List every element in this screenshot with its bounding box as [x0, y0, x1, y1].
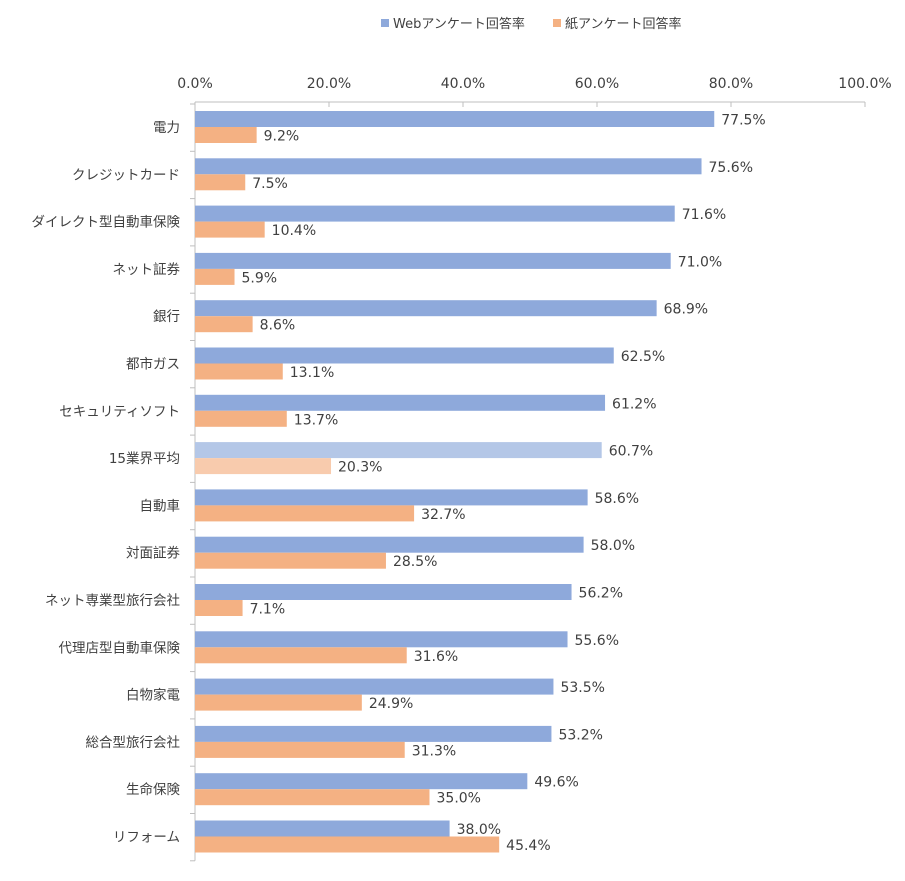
data-label: 35.0% [437, 791, 481, 807]
data-label: 71.6% [682, 207, 726, 223]
bar-paper [195, 600, 243, 616]
data-label: 56.2% [579, 586, 623, 602]
category-labels: 電力クレジットカードダイレクト型自動車保険ネット証券銀行都市ガスセキュリティソフ… [32, 120, 181, 846]
data-label: 13.1% [290, 365, 334, 381]
bar-web [195, 111, 715, 127]
bar-paper [195, 789, 430, 806]
x-tick-label: 0.0% [177, 76, 213, 92]
bar-web [195, 205, 675, 222]
data-label: 28.5% [393, 554, 437, 570]
data-label: 68.9% [664, 302, 708, 318]
bar-web [195, 725, 552, 742]
bar-web [195, 347, 614, 364]
data-label: 8.6% [260, 318, 296, 334]
data-labels: 77.5% 9.2% 75.6% 7.5% 71.6% 10.4% 71.0% 5.9% 68.… [242, 113, 766, 855]
data-label: 31.3% [412, 743, 456, 759]
x-tick-label: 40.0% [441, 76, 485, 92]
bar-web [195, 489, 588, 506]
bar-web [195, 394, 606, 411]
category-label: 代理店型自動車保険 [59, 640, 181, 656]
bar-paper [195, 174, 246, 191]
bar-web [195, 631, 568, 648]
legend-label-0: Webアンケート回答率 [393, 16, 525, 32]
bar-web [195, 820, 450, 837]
bar-paper [195, 268, 235, 285]
category-label: 都市ガス [126, 356, 180, 373]
bar-paper [195, 363, 283, 380]
data-label: 75.6% [709, 160, 753, 176]
category-label: ネット専業型旅行会社 [45, 593, 180, 609]
bar-web [195, 252, 671, 269]
data-label: 71.0% [678, 254, 722, 270]
bar-paper [195, 410, 287, 427]
data-label: 31.6% [414, 649, 458, 665]
legend: Webアンケート回答率 紙アンケート回答率 [381, 16, 681, 32]
bar-paper [195, 458, 332, 475]
data-label: 5.9% [242, 270, 278, 286]
bar-paper [195, 127, 257, 143]
bar-web [195, 442, 602, 459]
bar-paper [195, 741, 405, 758]
data-label: 13.7% [294, 412, 338, 428]
data-label: 10.4% [272, 223, 316, 239]
legend-swatch-1 [553, 19, 561, 27]
category-label: 電力 [153, 120, 180, 136]
bar-paper [195, 552, 386, 569]
data-label: 45.4% [506, 838, 550, 854]
data-label: 20.3% [338, 460, 382, 476]
data-label: 38.0% [457, 822, 501, 838]
category-label: 総合型旅行会社 [86, 735, 181, 751]
data-label: 53.2% [558, 727, 602, 743]
x-tick-label: 60.0% [575, 76, 619, 92]
data-label: 9.2% [264, 129, 300, 145]
category-label: 白物家電 [126, 687, 180, 704]
bar-web [195, 678, 554, 695]
category-label: 15業界平均 [109, 451, 180, 467]
bars [195, 111, 715, 853]
data-label: 24.9% [369, 696, 413, 712]
bar-paper [195, 505, 415, 522]
category-label: 自動車 [140, 498, 181, 514]
bar-paper [195, 221, 265, 238]
category-label: 生命保険 [126, 781, 180, 798]
category-label: ダイレクト型自動車保険 [32, 215, 181, 231]
x-tick-label: 20.0% [307, 76, 351, 92]
category-label: セキュリティソフト [59, 404, 180, 420]
category-label: ネット証券 [113, 262, 181, 278]
data-label: 61.2% [612, 396, 656, 412]
data-label: 58.0% [591, 538, 635, 554]
bar-paper [195, 647, 407, 664]
x-tick-label: 80.0% [709, 76, 753, 92]
bar-web [195, 300, 657, 317]
bar-web [195, 536, 584, 553]
category-label: クレジットカード [72, 167, 180, 183]
category-label: リフォーム [113, 830, 180, 846]
data-label: 58.6% [595, 491, 639, 507]
x-tick-label: 100.0% [838, 76, 891, 92]
category-label: 対面証券 [126, 546, 180, 562]
data-label: 62.5% [621, 349, 665, 365]
legend-label-1: 紙アンケート回答率 [565, 16, 681, 32]
bar-web [195, 158, 702, 175]
x-axis: 0.0% 20.0% 40.0% 60.0% 80.0% 100.0% [177, 76, 892, 862]
data-label: 60.7% [609, 444, 653, 460]
legend-swatch-0 [381, 19, 389, 27]
bar-web [195, 773, 528, 790]
data-label: 55.6% [575, 633, 619, 649]
bar-paper [195, 316, 253, 333]
data-label: 7.1% [250, 602, 286, 618]
data-label: 53.5% [560, 680, 604, 696]
bar-paper [195, 836, 500, 853]
data-label: 7.5% [252, 176, 288, 192]
category-label: 銀行 [153, 309, 180, 325]
bar-paper [195, 694, 362, 711]
bar-web [195, 584, 572, 600]
data-label: 49.6% [534, 775, 578, 791]
data-label: 77.5% [721, 113, 765, 129]
data-label: 32.7% [421, 507, 465, 523]
